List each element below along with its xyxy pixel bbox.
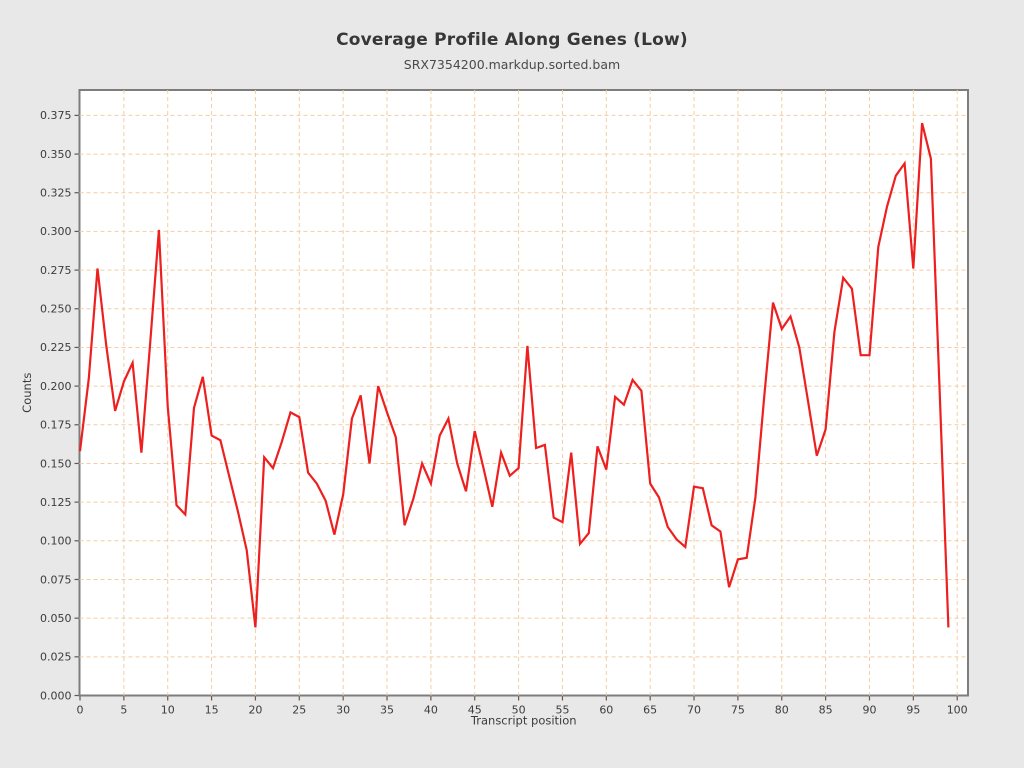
y-tick-label: 0.125 (40, 496, 72, 509)
y-tick-label: 0.275 (40, 264, 72, 277)
y-tick-label: 0.375 (40, 109, 72, 122)
chart-title: Coverage Profile Along Genes (Low) (336, 30, 688, 50)
x-tick-label: 50 (512, 704, 526, 717)
x-tick-label: 25 (292, 704, 306, 717)
x-tick-label: 65 (643, 704, 657, 717)
y-tick-label: 0.225 (40, 341, 72, 354)
y-tick-label: 0.100 (40, 535, 72, 548)
chart-subtitle: SRX7354200.markdup.sorted.bam (403, 57, 621, 72)
y-tick-label: 0.050 (40, 612, 72, 625)
x-tick-label: 80 (775, 704, 789, 717)
x-tick-label: 75 (731, 704, 745, 717)
x-tick-label: 35 (380, 704, 394, 717)
x-tick-label: 15 (205, 704, 219, 717)
x-tick-label: 45 (468, 704, 482, 717)
x-tick-label: 0 (77, 704, 84, 717)
x-tick-label: 20 (248, 704, 262, 717)
y-tick-label: 0.175 (40, 419, 72, 432)
y-tick-label: 0.150 (40, 457, 72, 470)
x-tick-label: 100 (947, 704, 968, 717)
y-tick-label: 0.325 (40, 187, 72, 200)
y-axis-label: Counts (20, 373, 34, 413)
x-tick-label: 30 (336, 704, 350, 717)
x-axis-label: Transcript position (470, 714, 577, 728)
x-tick-label: 60 (599, 704, 613, 717)
x-tick-label: 55 (555, 704, 569, 717)
x-tick-label: 70 (687, 704, 701, 717)
x-tick-label: 40 (424, 704, 438, 717)
coverage-line (78, 122, 950, 628)
x-tick-label: 95 (906, 704, 920, 717)
x-tick-label: 10 (161, 704, 175, 717)
y-tick-label: 0.000 (40, 689, 72, 702)
y-tick-label: 0.300 (40, 225, 72, 238)
y-tick-label: 0.075 (40, 573, 72, 586)
y-tick-label: 0.250 (40, 303, 72, 316)
x-tick-label: 90 (862, 704, 876, 717)
y-tick-label: 0.200 (40, 380, 72, 393)
y-tick-label: 0.350 (40, 148, 72, 161)
x-tick-label: 5 (120, 704, 127, 717)
x-tick-label: 85 (819, 704, 833, 717)
y-tick-label: 0.025 (40, 651, 72, 664)
